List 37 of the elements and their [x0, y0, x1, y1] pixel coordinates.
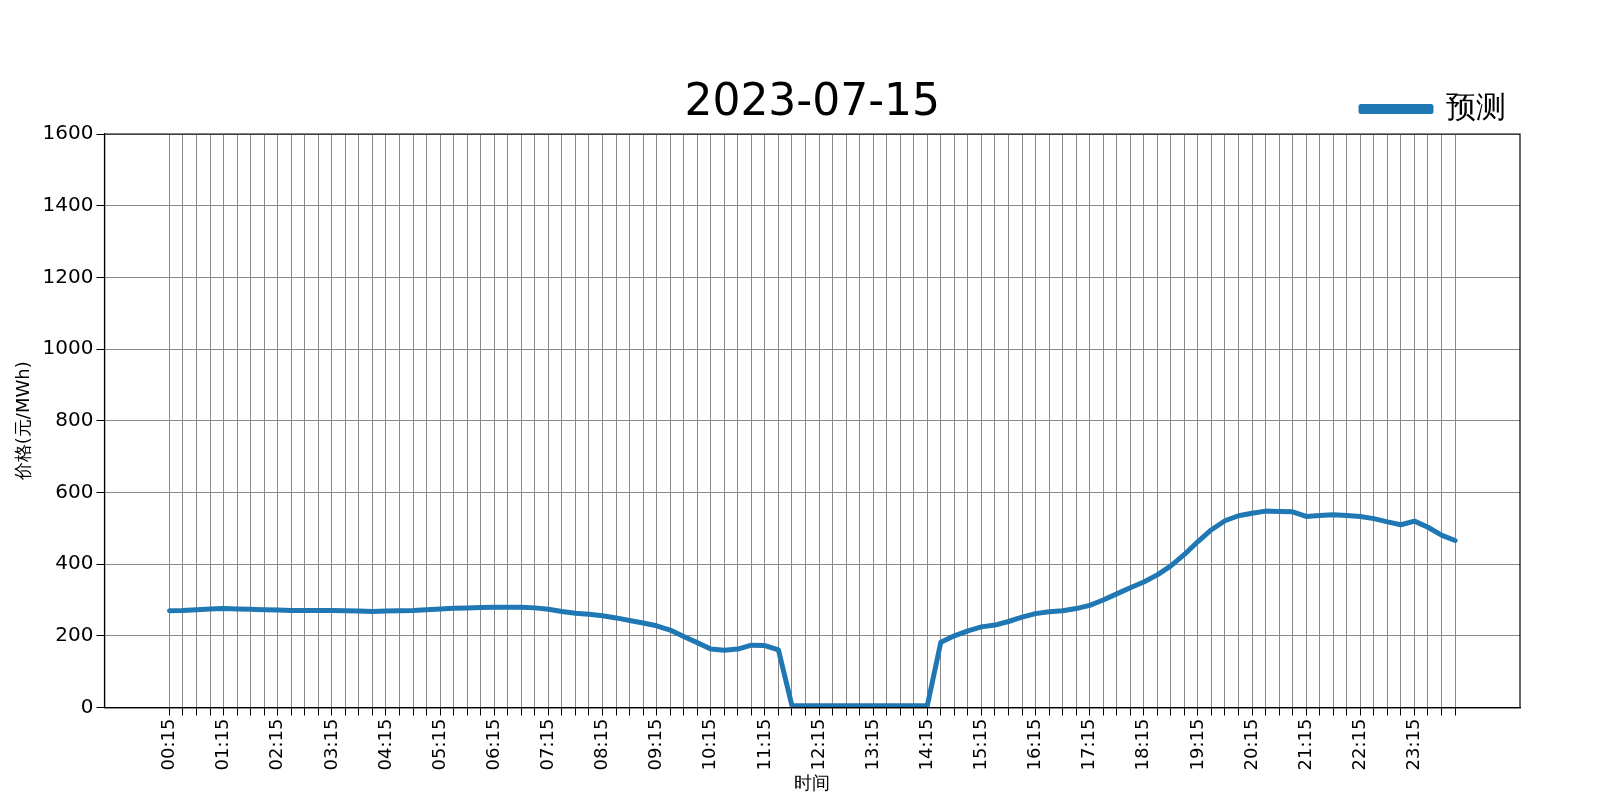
x-tick-label: 23:15	[1402, 718, 1424, 771]
y-tick-label: 1400	[42, 191, 94, 216]
x-tick-label: 17:15	[1077, 718, 1099, 771]
x-tick-label: 04:15	[373, 718, 395, 771]
x-tick-label: 10:15	[698, 718, 720, 771]
y-tick-label: 800	[55, 406, 94, 431]
x-tick-label: 00:15	[157, 718, 179, 771]
x-tick-label: 02:15	[265, 718, 287, 771]
x-tick-label: 18:15	[1131, 718, 1153, 771]
y-tick-label: 1600	[42, 120, 94, 145]
x-tick-label: 21:15	[1293, 718, 1315, 771]
x-axis-title: 时间	[794, 771, 831, 793]
chart-title: 2023-07-15	[684, 74, 941, 126]
x-tick-label: 15:15	[969, 718, 991, 771]
x-tick-label: 05:15	[427, 718, 449, 771]
x-tick-label: 13:15	[860, 718, 882, 771]
x-tick-label: 09:15	[644, 718, 666, 771]
x-tick-label: 01:15	[211, 718, 233, 771]
y-tick-label: 1000	[42, 335, 94, 360]
x-tick-label: 14:15	[914, 718, 936, 771]
x-tick-label: 11:15	[752, 718, 774, 771]
x-tick-label: 22:15	[1347, 718, 1369, 771]
x-tick-label: 08:15	[590, 718, 612, 771]
x-tick-label: 20:15	[1239, 718, 1261, 771]
y-tick-label: 400	[55, 550, 94, 575]
x-tick-label: 12:15	[806, 718, 828, 771]
y-axis-title: 价格(元/MWh)	[12, 361, 34, 482]
x-tick-label: 07:15	[536, 718, 558, 771]
y-tick-label: 600	[55, 478, 94, 503]
x-tick-label: 06:15	[481, 718, 503, 771]
y-tick-label: 200	[55, 622, 94, 647]
y-tick-label: 1200	[42, 263, 94, 288]
y-tick-label: 0	[80, 693, 94, 718]
x-tick-label: 19:15	[1185, 718, 1207, 771]
x-tick-label: 03:15	[319, 718, 341, 771]
x-tick-label: 16:15	[1023, 718, 1045, 771]
legend-label: 预测	[1446, 88, 1506, 124]
